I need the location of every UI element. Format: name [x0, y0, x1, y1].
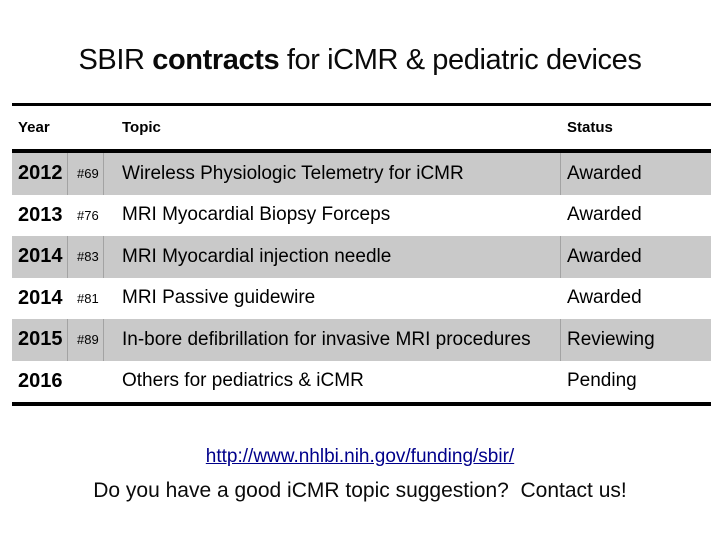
year-cell: 2016: [18, 369, 63, 392]
year-cell: 2013: [18, 203, 63, 226]
status-cell: Awarded: [567, 204, 642, 226]
year-cell: 2014: [12, 236, 68, 278]
topic-cell: MRI Passive guidewire: [122, 287, 316, 309]
status-cell: Reviewing: [567, 328, 655, 350]
status-cell: Awarded: [567, 287, 642, 309]
table-header-row: Year Topic Status: [12, 106, 711, 153]
slide-title-emphasis: contracts: [152, 44, 280, 76]
slide-title-prefix: SBIR: [78, 44, 153, 76]
year-cell: 2014: [18, 286, 63, 309]
topic-number-cell: #83: [68, 236, 104, 278]
topic-cell: In-bore defibrillation for invasive MRI …: [104, 319, 561, 361]
year-cell: 2015: [12, 319, 68, 361]
topic-number-cell: [68, 361, 104, 403]
sbir-funding-link[interactable]: http://www.nhlbi.nih.gov/funding/sbir/: [205, 446, 515, 467]
contact-prompt: Do you have a good iCMR topic suggestion…: [93, 479, 627, 502]
column-header-topic: Topic: [122, 119, 161, 136]
topic-number-cell: #89: [68, 319, 104, 361]
topic-cell: Wireless Physiologic Telemetry for iCMR: [104, 153, 561, 195]
topic-cell: MRI Myocardial injection needle: [104, 236, 561, 278]
status-cell: Awarded: [567, 245, 642, 267]
table-row: 2014 #81 MRI Passive guidewire Awarded: [12, 277, 711, 319]
topic-cell: Others for pediatrics & iCMR: [122, 370, 364, 392]
footer-link-line: http://www.nhlbi.nih.gov/funding/sbir/: [0, 446, 720, 468]
column-header-year: Year: [18, 119, 50, 136]
slide-title-suffix: for iCMR & pediatric devices: [279, 44, 642, 76]
table-row: 2014 #83 MRI Myocardial injection needle…: [12, 236, 711, 278]
column-header-status: Status: [567, 119, 613, 136]
topic-number-cell: #69: [68, 153, 104, 195]
topic-number-cell: #81: [77, 290, 99, 306]
topic-number-cell: #76: [77, 207, 99, 223]
slide-title: SBIR contracts for iCMR & pediatric devi…: [0, 44, 720, 77]
table-row: 2015 #89 In-bore defibrillation for inva…: [12, 319, 711, 361]
contracts-table: Year Topic Status 2012 #69 Wireless Phys…: [12, 103, 711, 406]
table-row: 2016 Others for pediatrics & iCMR Pendin…: [12, 360, 711, 403]
topic-cell: MRI Myocardial Biopsy Forceps: [122, 204, 391, 226]
table-row: 2013 #76 MRI Myocardial Biopsy Forceps A…: [12, 194, 711, 236]
status-cell: Pending: [567, 370, 637, 392]
year-cell: 2012: [12, 153, 68, 195]
table-row: 2012 #69 Wireless Physiologic Telemetry …: [12, 153, 711, 195]
status-cell: Awarded: [567, 162, 642, 184]
